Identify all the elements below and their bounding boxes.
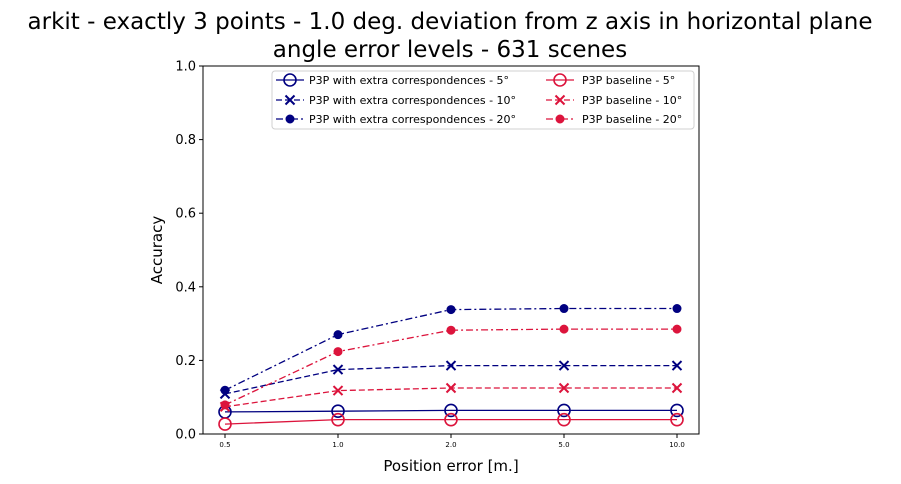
series-4-point-2 — [331, 412, 345, 427]
series-3-line — [224, 307, 677, 391]
x-tick-label-0: 0.5 — [219, 441, 230, 449]
legend-marker-5-stroke-b — [554, 94, 566, 106]
chart-title-line-1: arkit - exactly 3 points - 1.0 deg. devi… — [28, 9, 873, 35]
legend-label-6: P3P baseline - 20° — [582, 113, 682, 126]
series-6-point-1 — [220, 400, 230, 410]
series-4-line — [224, 418, 677, 425]
series-4-point-5 — [670, 412, 684, 427]
series-5-point-3 — [445, 382, 457, 394]
legend-label-5: P3P baseline - 10° — [582, 94, 682, 107]
legend-box — [271, 70, 695, 130]
series-3-point-5 — [672, 304, 682, 314]
series-1-line — [224, 409, 677, 413]
x-tick-label-1: 1.0 — [332, 441, 343, 449]
series-2-point-5 — [671, 360, 683, 371]
series-6-line — [224, 328, 677, 406]
series-3-point-3 — [446, 305, 456, 315]
series-3-point-1 — [220, 385, 230, 395]
legend-label-1: P3P with extra correspondences - 5° — [309, 74, 509, 87]
x-axis: 0.5 1.0 2.0 5.0 10.0 — [219, 434, 685, 449]
y-tick-label-1: 0.2 — [175, 354, 196, 369]
legend-marker-1 — [283, 73, 297, 87]
series-5-point-4-stroke-b — [558, 382, 570, 394]
y-tick-label-0: 0.0 — [175, 428, 196, 443]
y-axis-label: Accuracy — [148, 216, 166, 285]
series-6-point-4 — [559, 324, 569, 334]
legend-marker-2 — [284, 94, 296, 106]
x-axis-label: Position error [m.] — [383, 457, 518, 475]
y-tick-label-4: 0.8 — [175, 133, 196, 148]
series-4-point-4 — [557, 412, 571, 427]
series-1-point-2 — [331, 404, 345, 418]
y-tick-label-5: 1.0 — [175, 60, 196, 75]
series-4-point-3 — [444, 412, 458, 427]
series-5-point-5-stroke-b — [671, 382, 683, 394]
series-6-point-3 — [446, 325, 456, 335]
series-5-point-2 — [332, 385, 344, 396]
series-2-line — [224, 364, 677, 395]
series-4 — [218, 412, 684, 431]
series-2-point-2-stroke-b — [332, 364, 344, 375]
series-5-point-5 — [671, 382, 683, 394]
series-5-point-4 — [558, 382, 570, 394]
legend-label-4: P3P baseline - 5° — [582, 74, 675, 87]
legend-label-2: P3P with extra correspondences - 10° — [309, 94, 516, 107]
series-3 — [220, 304, 682, 395]
legend: P3P with extra correspondences - 5° P3P w… — [271, 70, 695, 130]
series-2-point-3-stroke-b — [445, 360, 457, 371]
series-3-point-4 — [559, 304, 569, 314]
series-2-point-4-stroke-b — [558, 360, 570, 371]
legend-marker-4 — [553, 73, 567, 87]
series-4-point-1 — [218, 417, 232, 431]
x-tick-label-2: 2.0 — [445, 441, 456, 449]
series-5 — [219, 382, 683, 412]
series-6-point-2 — [333, 347, 343, 357]
legend-label-3: P3P with extra correspondences - 20° — [309, 113, 516, 126]
y-tick-label-2: 0.4 — [175, 280, 196, 295]
series-1-point-4 — [557, 403, 571, 418]
legend-marker-5 — [554, 94, 566, 106]
series-2-point-3 — [445, 360, 457, 371]
x-tick-label-4: 10.0 — [669, 441, 685, 449]
chart-title-line-2: angle error levels - 631 scenes — [273, 37, 627, 63]
x-tick-label-3: 5.0 — [558, 441, 569, 449]
series-3-point-2 — [333, 330, 343, 340]
legend-marker-2-stroke-b — [284, 94, 296, 106]
y-tick-label-3: 0.6 — [175, 207, 196, 222]
series-2 — [219, 360, 683, 400]
series-6-point-5 — [672, 324, 682, 334]
legend-marker-3 — [285, 114, 295, 124]
series-2-point-2 — [332, 364, 344, 375]
series-1-point-3 — [444, 403, 458, 418]
series-1-point-5 — [670, 403, 684, 418]
series-6 — [220, 324, 682, 410]
series-5-point-3-stroke-b — [445, 382, 457, 394]
series-1 — [218, 403, 684, 419]
series-2-point-5-stroke-b — [671, 360, 683, 371]
series-2-point-4 — [558, 360, 570, 371]
y-axis: 0.0 0.2 0.4 0.6 0.8 1.0 — [175, 60, 203, 443]
series-layer — [218, 304, 684, 431]
legend-marker-6 — [555, 114, 565, 124]
series-5-point-2-stroke-b — [332, 385, 344, 396]
